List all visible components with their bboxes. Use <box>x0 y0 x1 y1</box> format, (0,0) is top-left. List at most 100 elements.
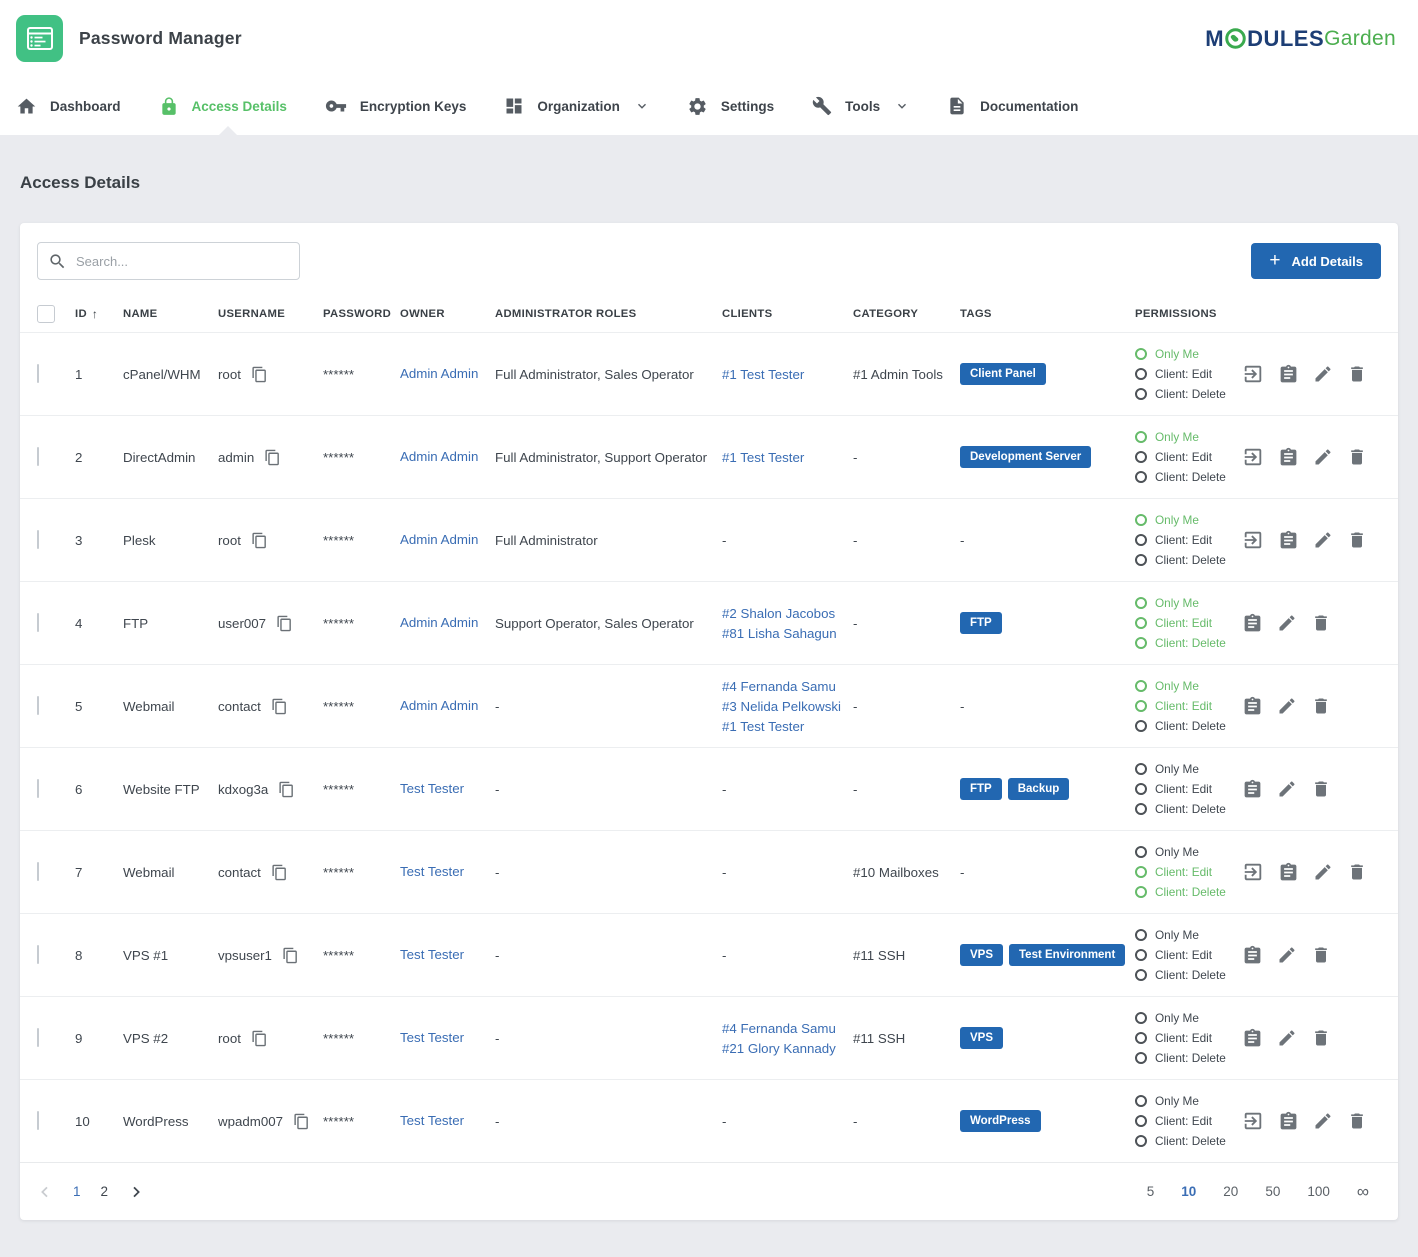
client-link[interactable]: #4 Fernanda Samu <box>722 678 836 694</box>
permission-client-delete[interactable]: Client: Delete <box>1135 802 1238 816</box>
copy-username-button[interactable] <box>271 698 288 715</box>
nav-item-settings[interactable]: Settings <box>687 96 774 117</box>
sort-ascending-icon[interactable]: ↑ <box>91 307 99 321</box>
delete-button[interactable] <box>1311 945 1331 965</box>
permission-only-me[interactable]: Only Me <box>1135 762 1238 776</box>
column-header-name[interactable]: NAME <box>123 308 158 320</box>
nav-item-dashboard[interactable]: Dashboard <box>16 96 121 117</box>
tag-badge[interactable]: FTP <box>960 778 1002 800</box>
previous-page-button[interactable] <box>37 1184 53 1200</box>
permission-client-delete[interactable]: Client: Delete <box>1135 885 1238 899</box>
log-button[interactable] <box>1278 364 1299 385</box>
edit-button[interactable] <box>1313 1111 1333 1131</box>
log-button[interactable] <box>1242 945 1263 966</box>
permission-client-delete[interactable]: Client: Delete <box>1135 636 1238 650</box>
owner-link[interactable]: Test Tester <box>400 781 465 796</box>
select-all-checkbox[interactable] <box>37 305 55 323</box>
permission-client-edit[interactable]: Client: Edit <box>1135 1114 1238 1128</box>
permission-client-delete[interactable]: Client: Delete <box>1135 719 1238 733</box>
permission-client-edit[interactable]: Client: Edit <box>1135 450 1238 464</box>
delete-button[interactable] <box>1311 779 1331 799</box>
client-link[interactable]: #81 Lisha Sahagun <box>722 625 837 641</box>
delete-button[interactable] <box>1347 1111 1367 1131</box>
page-number[interactable]: 2 <box>100 1184 109 1199</box>
copy-username-button[interactable] <box>271 864 288 881</box>
copy-username-button[interactable] <box>276 615 293 632</box>
log-button[interactable] <box>1242 613 1263 634</box>
column-header-id[interactable]: ID ↑ <box>75 307 99 321</box>
next-page-button[interactable] <box>128 1184 144 1200</box>
permission-only-me[interactable]: Only Me <box>1135 596 1238 610</box>
copy-username-button[interactable] <box>278 781 295 798</box>
edit-button[interactable] <box>1313 447 1333 467</box>
delete-button[interactable] <box>1311 696 1331 716</box>
row-checkbox[interactable] <box>37 862 39 881</box>
log-button[interactable] <box>1278 530 1299 551</box>
log-button[interactable] <box>1278 1111 1299 1132</box>
client-link[interactable]: #4 Fernanda Samu <box>722 1020 836 1036</box>
permission-client-edit[interactable]: Client: Edit <box>1135 699 1238 713</box>
search-input[interactable] <box>76 253 289 269</box>
nav-item-encryption-keys[interactable]: Encryption Keys <box>325 95 466 117</box>
edit-button[interactable] <box>1277 1028 1297 1048</box>
delete-button[interactable] <box>1311 613 1331 633</box>
client-link[interactable]: #1 Test Tester <box>722 718 805 734</box>
nav-item-access-details[interactable]: Access Details <box>159 96 287 117</box>
nav-item-organization[interactable]: Organization <box>504 96 649 116</box>
copy-username-button[interactable] <box>282 947 299 964</box>
page-size-option[interactable]: 5 <box>1146 1184 1155 1199</box>
page-size-option[interactable]: 10 <box>1181 1184 1197 1199</box>
row-checkbox[interactable] <box>37 1111 39 1130</box>
delete-button[interactable] <box>1347 364 1367 384</box>
owner-link[interactable]: Test Tester <box>400 864 465 879</box>
owner-link[interactable]: Admin Admin <box>400 366 479 381</box>
page-number[interactable]: 1 <box>73 1184 81 1199</box>
permission-client-edit[interactable]: Client: Edit <box>1135 782 1238 796</box>
page-size-option[interactable]: ∞ <box>1356 1181 1369 1201</box>
permission-client-delete[interactable]: Client: Delete <box>1135 470 1238 484</box>
delete-button[interactable] <box>1311 1028 1331 1048</box>
copy-username-button[interactable] <box>251 366 268 383</box>
delete-button[interactable] <box>1347 530 1367 550</box>
log-button[interactable] <box>1242 696 1263 717</box>
row-checkbox[interactable] <box>37 364 39 383</box>
login-as-button[interactable] <box>1242 446 1264 468</box>
client-link[interactable]: #2 Shalon Jacobos <box>722 605 836 621</box>
permission-only-me[interactable]: Only Me <box>1135 430 1238 444</box>
permission-client-delete[interactable]: Client: Delete <box>1135 1051 1238 1065</box>
page-size-option[interactable]: 20 <box>1223 1184 1239 1199</box>
tag-badge[interactable]: WordPress <box>960 1110 1041 1132</box>
tag-badge[interactable]: Development Server <box>960 446 1092 468</box>
edit-button[interactable] <box>1313 862 1333 882</box>
edit-button[interactable] <box>1277 779 1297 799</box>
delete-button[interactable] <box>1347 862 1367 882</box>
tag-badge[interactable]: VPS <box>960 1027 1004 1049</box>
row-checkbox[interactable] <box>37 613 39 632</box>
permission-only-me[interactable]: Only Me <box>1135 1094 1238 1108</box>
permission-client-edit[interactable]: Client: Edit <box>1135 865 1238 879</box>
login-as-button[interactable] <box>1242 363 1264 385</box>
client-link[interactable]: #1 Test Tester <box>722 366 805 382</box>
edit-button[interactable] <box>1313 364 1333 384</box>
log-button[interactable] <box>1242 779 1263 800</box>
permission-only-me[interactable]: Only Me <box>1135 845 1238 859</box>
permission-only-me[interactable]: Only Me <box>1135 347 1238 361</box>
permission-client-edit[interactable]: Client: Edit <box>1135 533 1238 547</box>
page-size-option[interactable]: 100 <box>1307 1184 1330 1199</box>
row-checkbox[interactable] <box>37 530 39 549</box>
copy-username-button[interactable] <box>293 1113 310 1130</box>
copy-username-button[interactable] <box>264 449 281 466</box>
permission-client-edit[interactable]: Client: Edit <box>1135 616 1238 630</box>
row-checkbox[interactable] <box>37 696 39 715</box>
login-as-button[interactable] <box>1242 529 1264 551</box>
copy-username-button[interactable] <box>251 1030 268 1047</box>
permission-client-delete[interactable]: Client: Delete <box>1135 553 1238 567</box>
tag-badge[interactable]: FTP <box>960 612 1002 634</box>
log-button[interactable] <box>1242 1028 1263 1049</box>
permission-client-edit[interactable]: Client: Edit <box>1135 367 1238 381</box>
row-checkbox[interactable] <box>37 945 39 964</box>
permission-client-edit[interactable]: Client: Edit <box>1135 1031 1238 1045</box>
add-details-button[interactable]: + Add Details <box>1251 243 1381 279</box>
page-size-option[interactable]: 50 <box>1265 1184 1281 1199</box>
permission-only-me[interactable]: Only Me <box>1135 513 1238 527</box>
